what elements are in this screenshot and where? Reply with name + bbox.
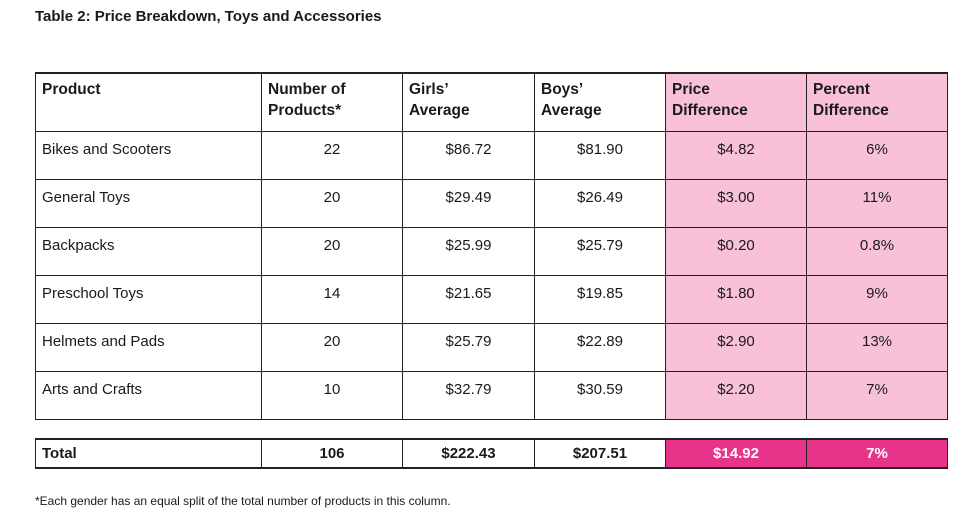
spacer-cell [665, 418, 807, 440]
cell-boys-average: $26.49 [534, 178, 666, 228]
cell-product: General Toys [35, 178, 262, 228]
header-price-difference: Price Difference [665, 72, 807, 132]
table-row: Helmets and Pads 20 $25.79 $22.89 $2.90 … [35, 322, 948, 372]
table-row: Bikes and Scooters 22 $86.72 $81.90 $4.8… [35, 130, 948, 180]
cell-product: Helmets and Pads [35, 322, 262, 372]
cell-boys-average: $30.59 [534, 370, 666, 420]
header-girls-average: Girls’ Average [402, 72, 535, 132]
cell-percent-difference: 6% [806, 130, 948, 180]
cell-count: 20 [261, 178, 403, 228]
cell-percent-difference: 9% [806, 274, 948, 324]
cell-count: 10 [261, 370, 403, 420]
table-row: General Toys 20 $29.49 $26.49 $3.00 11% [35, 178, 948, 228]
cell-price-difference: $2.20 [665, 370, 807, 420]
header-number-of-products: Number of Products* [261, 72, 403, 132]
cell-price-difference: $4.82 [665, 130, 807, 180]
cell-product: Backpacks [35, 226, 262, 276]
cell-girls-average: $86.72 [402, 130, 535, 180]
total-percent-difference: 7% [806, 438, 948, 469]
table-row: Arts and Crafts 10 $32.79 $30.59 $2.20 7… [35, 370, 948, 420]
cell-girls-average: $29.49 [402, 178, 535, 228]
spacer-cell [806, 418, 948, 440]
cell-boys-average: $19.85 [534, 274, 666, 324]
spacer-cell [35, 418, 262, 440]
spacer-cell [534, 418, 666, 440]
cell-count: 20 [261, 322, 403, 372]
cell-product: Preschool Toys [35, 274, 262, 324]
spacer-row [35, 418, 948, 440]
cell-count: 14 [261, 274, 403, 324]
cell-product: Arts and Crafts [35, 370, 262, 420]
table-row: Backpacks 20 $25.99 $25.79 $0.20 0.8% [35, 226, 948, 276]
cell-girls-average: $32.79 [402, 370, 535, 420]
cell-girls-average: $25.99 [402, 226, 535, 276]
header-product: Product [35, 72, 262, 132]
total-boys-average: $207.51 [534, 438, 666, 469]
spacer-cell [402, 418, 535, 440]
header-row: Product Number of Products* Girls’ Average… [35, 72, 948, 132]
cell-percent-difference: 0.8% [806, 226, 948, 276]
cell-price-difference: $2.90 [665, 322, 807, 372]
total-price-difference: $14.92 [665, 438, 807, 469]
cell-price-difference: $0.20 [665, 226, 807, 276]
spacer-cell [261, 418, 403, 440]
price-breakdown-table: Product Number of Products* Girls’ Average… [35, 72, 948, 469]
cell-count: 20 [261, 226, 403, 276]
cell-count: 22 [261, 130, 403, 180]
cell-price-difference: $1.80 [665, 274, 807, 324]
table-title: Table 2: Price Breakdown, Toys and Acces… [35, 8, 382, 25]
cell-boys-average: $22.89 [534, 322, 666, 372]
cell-price-difference: $3.00 [665, 178, 807, 228]
total-girls-average: $222.43 [402, 438, 535, 469]
total-label: Total [35, 438, 262, 469]
cell-boys-average: $81.90 [534, 130, 666, 180]
header-percent-difference: Percent Difference [806, 72, 948, 132]
header-boys-average: Boys’ Average [534, 72, 666, 132]
cell-product: Bikes and Scooters [35, 130, 262, 180]
total-row: Total 106 $222.43 $207.51 $14.92 7% [35, 438, 948, 469]
cell-girls-average: $21.65 [402, 274, 535, 324]
total-count: 106 [261, 438, 403, 469]
table-row: Preschool Toys 14 $21.65 $19.85 $1.80 9% [35, 274, 948, 324]
cell-percent-difference: 7% [806, 370, 948, 420]
cell-percent-difference: 11% [806, 178, 948, 228]
cell-percent-difference: 13% [806, 322, 948, 372]
cell-boys-average: $25.79 [534, 226, 666, 276]
cell-girls-average: $25.79 [402, 322, 535, 372]
footnote: *Each gender has an equal split of the t… [35, 494, 451, 508]
